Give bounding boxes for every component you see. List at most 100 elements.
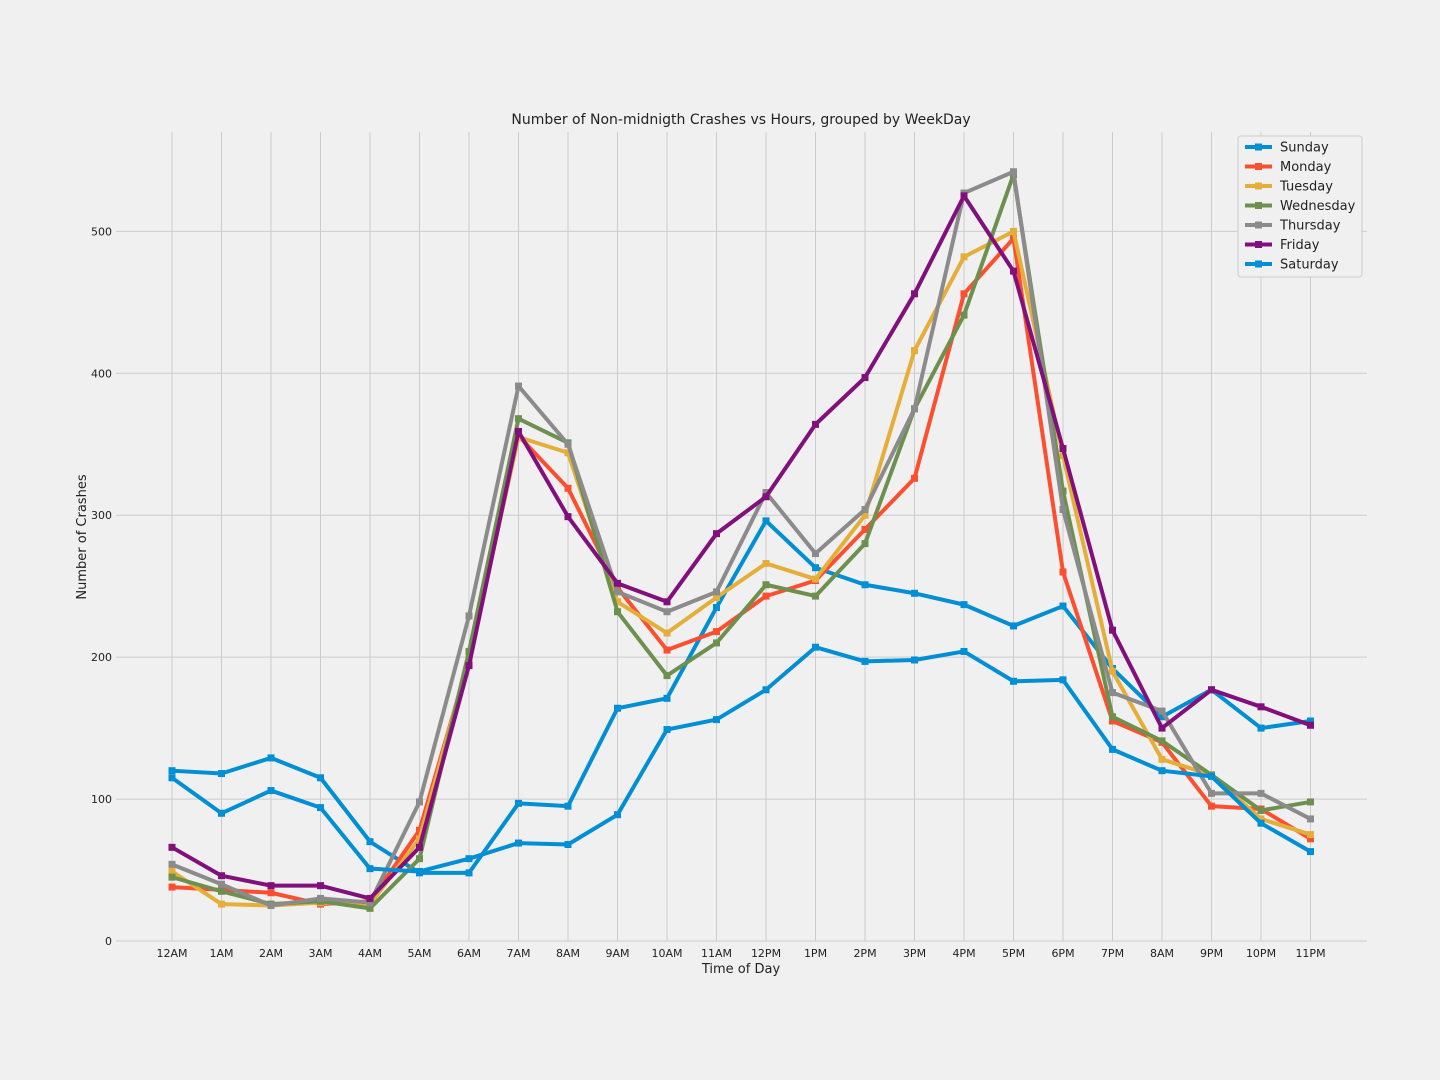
data-point-wednesday — [960, 311, 968, 319]
data-point-tuesday — [911, 347, 918, 355]
data-point-wednesday — [218, 887, 225, 895]
data-point-friday — [861, 374, 869, 382]
data-point-thursday — [1059, 506, 1067, 514]
data-point-sunday — [267, 754, 275, 762]
data-point-friday — [515, 427, 522, 435]
data-point-sunday — [515, 799, 522, 807]
data-point-friday — [416, 843, 423, 851]
data-point-thursday — [812, 550, 819, 558]
data-point-sunday — [861, 581, 869, 589]
data-point-sunday — [1059, 602, 1067, 610]
data-point-saturday — [861, 657, 869, 665]
data-point-wednesday — [614, 608, 621, 616]
legend-label: Wednesday — [1280, 199, 1356, 214]
data-point-tuesday — [1010, 227, 1017, 235]
legend-item-saturday: Saturday — [1245, 258, 1339, 273]
legend-marker — [1255, 202, 1262, 209]
series-friday — [168, 192, 1314, 902]
series-sunday — [168, 517, 1314, 877]
data-point-thursday — [366, 899, 374, 907]
data-point-saturday — [614, 811, 621, 819]
data-point-friday — [218, 872, 225, 880]
legend-label: Friday — [1280, 238, 1320, 253]
series-lines — [168, 168, 1314, 912]
data-point-thursday — [564, 440, 572, 448]
legend-item-thursday: Thursday — [1245, 219, 1341, 234]
data-point-sunday — [762, 517, 770, 525]
legend-box — [1237, 135, 1363, 278]
data-point-saturday — [1109, 745, 1116, 753]
data-point-sunday — [614, 704, 621, 712]
data-point-sunday — [1010, 622, 1017, 630]
data-point-saturday — [812, 643, 819, 651]
data-point-wednesday — [366, 904, 374, 912]
legend-label: Saturday — [1280, 258, 1339, 273]
legend-label: Thursday — [1279, 219, 1341, 234]
data-point-saturday — [663, 726, 671, 734]
data-point-wednesday — [1059, 487, 1067, 495]
series-thursday — [168, 168, 1314, 910]
data-point-saturday — [366, 865, 374, 873]
x-tick-label: 10AM — [651, 947, 682, 960]
data-point-sunday — [564, 802, 572, 810]
data-point-monday — [1059, 568, 1067, 576]
data-point-tuesday — [1257, 815, 1265, 823]
data-point-monday — [1307, 835, 1314, 843]
data-point-monday — [267, 889, 275, 897]
data-point-tuesday — [168, 867, 176, 875]
data-point-wednesday — [1307, 798, 1314, 806]
data-point-tuesday — [1109, 667, 1116, 675]
data-point-monday — [911, 474, 918, 482]
legend-marker — [1255, 143, 1262, 151]
data-point-saturday — [911, 656, 918, 664]
legend-marker — [1255, 182, 1262, 190]
plot-area — [116, 132, 1367, 941]
data-point-friday — [960, 192, 968, 200]
data-point-thursday — [1010, 168, 1017, 176]
series-line-saturday — [170, 645, 1312, 874]
x-tick-label: 6PM — [1051, 947, 1074, 960]
data-point-thursday — [416, 798, 423, 806]
data-point-tuesday — [812, 575, 819, 583]
data-point-monday — [861, 525, 869, 533]
data-point-wednesday — [465, 647, 473, 655]
data-point-tuesday — [614, 598, 621, 606]
series-line-friday — [171, 193, 1312, 901]
data-point-wednesday — [663, 672, 671, 680]
data-point-friday — [1307, 721, 1314, 729]
data-point-friday — [1257, 703, 1265, 711]
data-point-monday — [564, 484, 572, 492]
data-point-friday — [1208, 686, 1215, 694]
data-point-tuesday — [1307, 831, 1314, 839]
data-point-thursday — [713, 588, 720, 596]
data-point-thursday — [1257, 789, 1265, 797]
y-tick-label: 200 — [91, 651, 112, 664]
data-point-saturday — [1010, 677, 1017, 685]
data-point-tuesday — [663, 629, 671, 637]
data-point-friday — [1010, 267, 1017, 275]
data-point-wednesday — [168, 873, 176, 881]
data-point-saturday — [1059, 676, 1067, 684]
x-tick-label: 4AM — [358, 947, 382, 960]
data-point-friday — [812, 420, 819, 428]
legend-marker — [1255, 260, 1262, 268]
data-point-thursday — [1158, 707, 1166, 715]
data-point-friday — [317, 882, 324, 890]
x-tick-label: 1AM — [209, 947, 233, 960]
x-axis-label: Time of Day — [701, 962, 781, 977]
data-point-saturday — [218, 809, 225, 817]
data-point-monday — [168, 883, 176, 891]
x-tick-label: 9AM — [605, 947, 629, 960]
data-point-friday — [614, 579, 621, 587]
data-point-tuesday — [218, 900, 225, 908]
data-point-thursday — [317, 894, 324, 902]
data-point-sunday — [713, 603, 720, 611]
data-point-monday — [762, 592, 770, 600]
y-tick-label: 400 — [91, 367, 112, 380]
data-point-monday — [713, 628, 720, 636]
legend-marker — [1255, 163, 1262, 170]
data-point-wednesday — [812, 592, 819, 600]
x-tick-label: 3PM — [903, 947, 926, 960]
data-point-wednesday — [762, 581, 770, 589]
data-point-thursday — [911, 405, 918, 413]
